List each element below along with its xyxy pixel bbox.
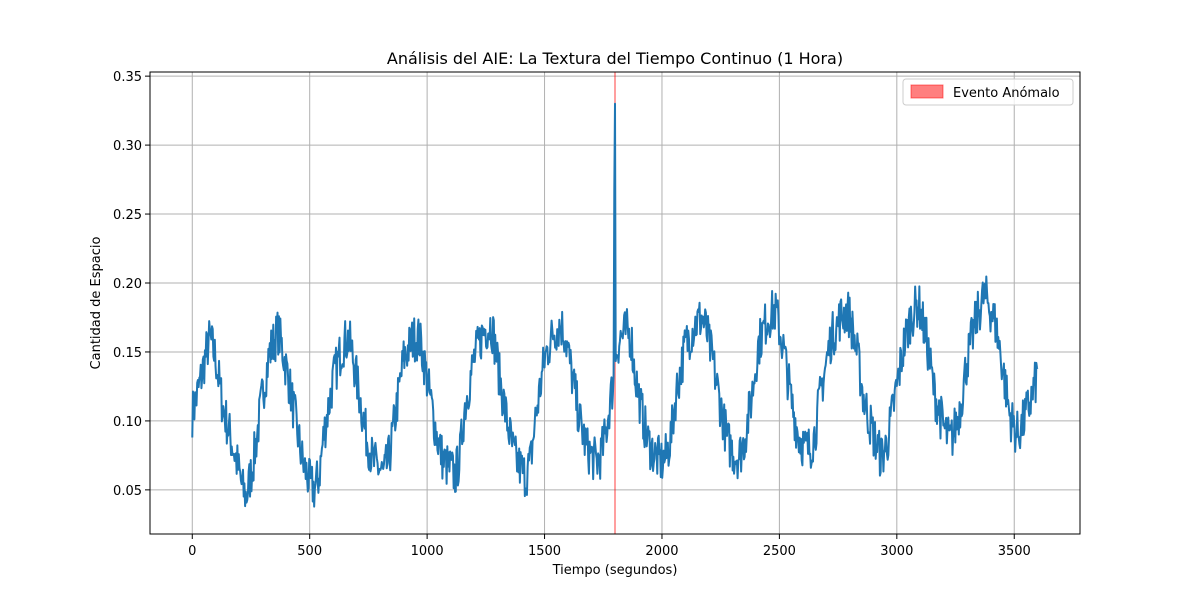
x-axis: 0 500 1000 1500 2000 2500 3000 3500 (188, 534, 1031, 559)
legend-label-anomaly: Evento Anómalo (953, 86, 1060, 101)
x-tick-label-6: 3000 (880, 544, 913, 559)
y-tick-label-4: 0.25 (113, 208, 142, 223)
legend-swatch-anomaly (910, 84, 944, 99)
x-tick-label-7: 3500 (998, 544, 1031, 559)
y-tick-label-1: 0.10 (113, 415, 142, 430)
y-axis: 0.05 0.10 0.15 0.20 0.25 0.30 0.35 (113, 70, 150, 499)
plot-frame (149, 71, 1081, 535)
chart-title: Análisis del AIE: La Textura del Tiempo … (387, 49, 843, 68)
x-tick-label-1: 500 (297, 544, 322, 559)
legend-box (902, 78, 1074, 106)
y-tick-label-6: 0.35 (113, 70, 142, 85)
y-tick-label-2: 0.15 (113, 346, 142, 361)
y-tick-label-3: 0.20 (113, 277, 142, 292)
legend: Evento Anómalo (902, 78, 1074, 106)
x-tick-label-5: 2500 (763, 544, 796, 559)
x-axis-label: Tiempo (segundos) (552, 563, 678, 578)
x-tick-label-3: 1500 (528, 544, 561, 559)
x-tick-label-4: 2000 (645, 544, 678, 559)
x-tick-label-2: 1000 (411, 544, 444, 559)
y-axis-label: Cantidad de Espacio (89, 237, 104, 370)
series-line (191, 102, 1039, 508)
y-tick-label-0: 0.05 (113, 484, 142, 499)
x-tick-label-0: 0 (188, 544, 196, 559)
y-tick-label-5: 0.30 (113, 139, 142, 154)
